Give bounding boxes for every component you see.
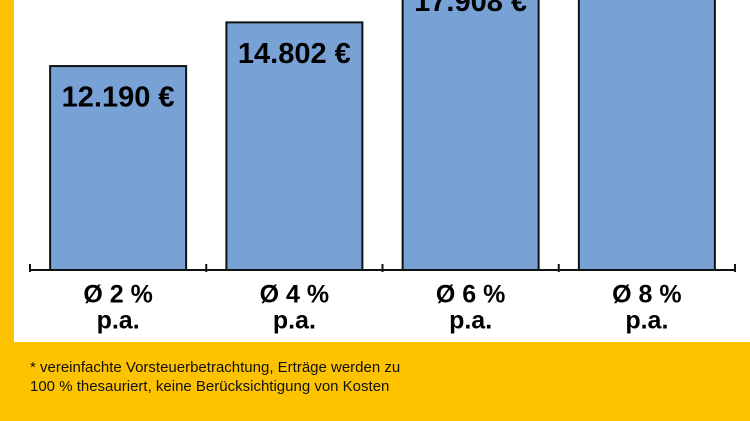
value-label: 12.190 € xyxy=(62,82,175,114)
bar xyxy=(401,0,540,271)
x-tick-label: Ø 8 % xyxy=(612,281,681,309)
x-tick-label: p.a. xyxy=(625,307,668,335)
plot: 12.190 € 14.802 € 17.908 € xyxy=(49,0,716,271)
x-tick-label: Ø 4 % xyxy=(260,281,329,309)
footnote: 100 % thesauriert, keine Berücksichtigun… xyxy=(30,378,389,395)
footnote: * vereinfachte Vorsteuerbetrachtung, Ert… xyxy=(30,359,400,376)
x-tick-label: Ø 2 % xyxy=(83,281,152,309)
x-tick-label: p.a. xyxy=(273,307,316,335)
value-label: 17.908 € xyxy=(414,0,527,18)
x-tick-label: p.a. xyxy=(449,307,492,335)
value-label: 14.802 € xyxy=(238,38,351,70)
x-tick-label: p.a. xyxy=(97,307,140,335)
bar xyxy=(225,21,364,271)
bar xyxy=(49,65,188,271)
x-tick-label: Ø 6 % xyxy=(436,281,505,309)
bar xyxy=(577,0,716,271)
